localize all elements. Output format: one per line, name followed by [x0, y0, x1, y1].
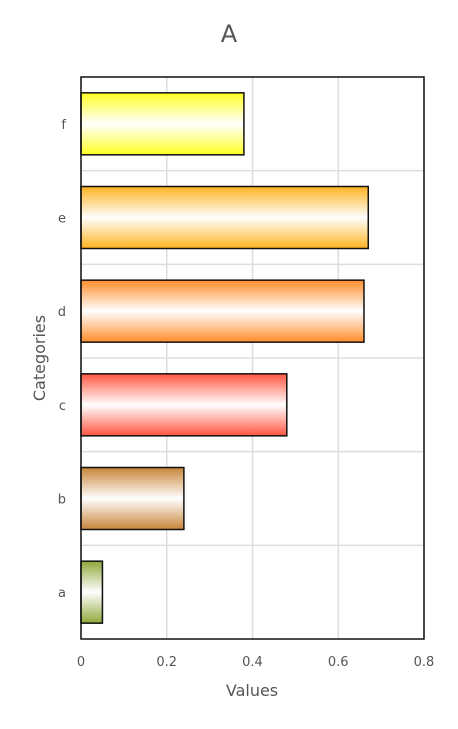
x-tick-labels: 0 0.2 0.4 0.6 0.8 — [77, 655, 434, 670]
y-tick-label: f — [61, 118, 66, 133]
x-tick-label: 0.6 — [328, 655, 349, 670]
x-tick-label: 0.8 — [414, 655, 435, 670]
bar-d — [80, 279, 365, 343]
y-tick-labels: a b c d e f — [58, 118, 67, 601]
y-tick-label: e — [58, 212, 66, 227]
plot-frame — [80, 76, 425, 640]
y-tick-label: a — [58, 586, 66, 601]
y-tick-label: d — [58, 305, 66, 320]
bar-a — [80, 560, 104, 624]
bars — [80, 92, 370, 624]
grid-lines — [80, 77, 425, 639]
x-tick-label: 0.4 — [242, 655, 263, 670]
bar-e — [80, 185, 370, 250]
x-axis-label: Values — [226, 681, 278, 700]
x-tick-label: 0 — [77, 655, 85, 670]
x-tick-label: 0.2 — [156, 655, 177, 670]
chart-title: A — [221, 20, 238, 48]
bar-c — [80, 373, 288, 437]
bar-b — [80, 466, 185, 531]
y-axis-label: Categories — [30, 315, 49, 401]
y-tick-label: c — [59, 399, 66, 414]
y-tick-label: b — [58, 493, 66, 508]
bar-f — [80, 92, 245, 156]
